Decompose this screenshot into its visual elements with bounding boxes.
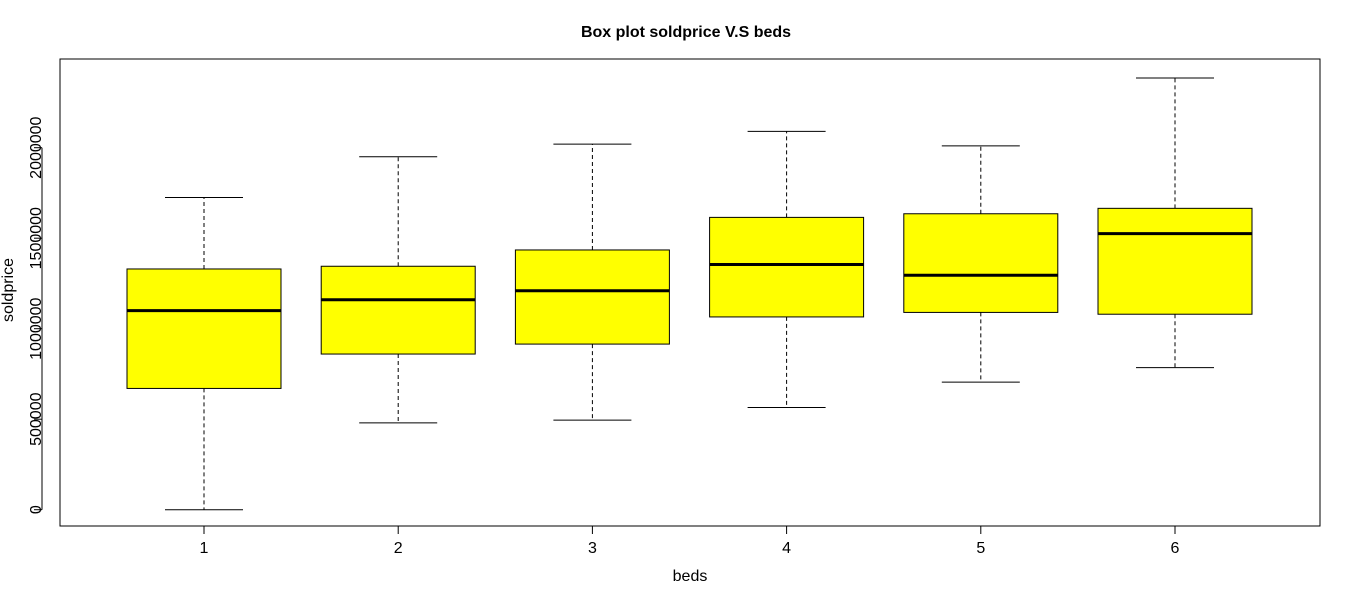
x-tick-label: 5	[976, 540, 985, 557]
y-tick-label: 2000000	[28, 116, 45, 178]
box-series	[126, 77, 1253, 511]
box-5	[903, 145, 1059, 383]
iqr-box	[320, 265, 476, 355]
iqr-box	[126, 268, 282, 389]
y-axis-label: soldprice	[0, 258, 17, 322]
iqr-box	[1097, 207, 1253, 315]
x-tick-label: 1	[200, 540, 209, 557]
x-tick-label: 3	[588, 540, 597, 557]
iqr-box	[514, 249, 670, 345]
y-tick-label: 500000	[28, 392, 45, 445]
iqr-box	[903, 213, 1059, 313]
box-3	[514, 143, 670, 421]
box-1	[126, 196, 282, 511]
y-axis: 0 500000 1000000 1500000 2000000	[28, 116, 45, 514]
x-tick-label: 4	[782, 540, 791, 557]
x-tick-label: 2	[394, 540, 403, 557]
iqr-box	[709, 216, 865, 318]
box-4	[709, 130, 865, 408]
x-axis-label: beds	[673, 568, 708, 585]
y-tick-label: 1000000	[28, 297, 45, 359]
x-tick-label: 6	[1171, 540, 1180, 557]
x-axis: 1 2 3 4 5 6	[200, 525, 1180, 557]
y-tick-label: 1500000	[28, 207, 45, 269]
box-6	[1097, 77, 1253, 369]
chart-title: Box plot soldprice V.S beds	[581, 24, 791, 41]
y-tick-label: 0	[28, 505, 45, 514]
box-2	[320, 156, 476, 424]
